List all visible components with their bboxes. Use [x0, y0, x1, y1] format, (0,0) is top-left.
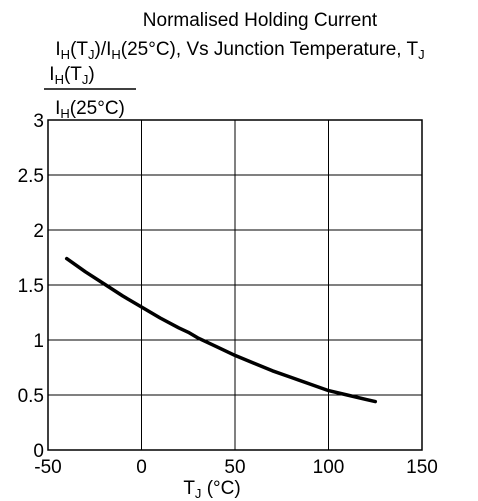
- subtitle-part: (25°C), Vs Junction Temperature, T: [121, 39, 419, 60]
- chart-subtitle: IH(TJ)/IH(25°C), Vs Junction Temperature…: [55, 39, 424, 62]
- y-tick-label: 0.5: [18, 386, 44, 407]
- subtitle-part: I: [55, 39, 60, 60]
- subtitle-subscript: J: [88, 47, 95, 62]
- x-tick-label: -50: [34, 457, 61, 478]
- series-line: [64, 256, 378, 404]
- y-tick-label: 3: [33, 111, 44, 132]
- y-tick-label: 0: [33, 441, 44, 462]
- subtitle-subscript: H: [61, 47, 70, 62]
- x-tick-label: 50: [224, 457, 245, 478]
- x-tick-label: 0: [136, 457, 147, 478]
- subtitle-subscript: H: [111, 47, 120, 62]
- y-axis-label-numerator: IH(TJ): [49, 64, 94, 87]
- y-tick-label: 2.5: [18, 166, 44, 187]
- subtitle-part: )/I: [95, 39, 112, 60]
- subtitle-part: (T: [70, 39, 88, 60]
- y-tick-labels: 0 0.5 1 1.5 2 2.5 3: [18, 111, 44, 462]
- subtitle-subscript: J: [418, 47, 425, 62]
- y-axis-label-denominator: IH(25°C): [55, 98, 125, 121]
- x-tick-label: 100: [313, 457, 345, 478]
- grid: [47, 119, 423, 451]
- y-tick-label: 2: [33, 221, 44, 242]
- x-tick-labels: -50 0 50 100 150: [34, 457, 438, 478]
- plot-frame: [47, 119, 423, 451]
- chart-title: Normalised Holding Current: [143, 10, 378, 31]
- series-group: [64, 256, 378, 404]
- x-tick-label: 150: [406, 457, 438, 478]
- y-tick-label: 1: [33, 331, 44, 352]
- y-tick-label: 1.5: [18, 276, 44, 297]
- x-axis-label: TJ (°C): [183, 478, 240, 501]
